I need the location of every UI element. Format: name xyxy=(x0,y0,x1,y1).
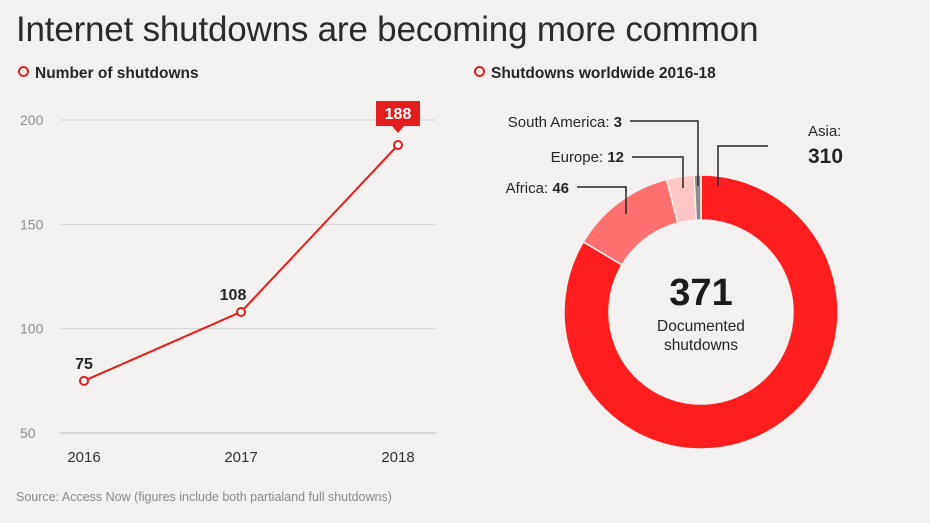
leader-line xyxy=(632,156,684,188)
data-point xyxy=(393,140,403,151)
slice-label-group: Europe: 12 xyxy=(551,149,624,166)
leader-line xyxy=(717,145,768,186)
x-tick-label: 2016 xyxy=(67,449,100,466)
slice-value: 310 xyxy=(808,145,843,168)
donut-chart: 371 Documented shutdowns Asia: 310 South Amer… xyxy=(506,114,843,450)
donut-slice xyxy=(693,174,702,221)
data-label-callout xyxy=(376,101,420,127)
slice-label: Europe: xyxy=(551,149,608,166)
slice-label-group: Africa: 46 xyxy=(506,180,569,197)
donut-chart-subtitle-text: Shutdowns worldwide 2016-18 xyxy=(491,65,716,82)
line-chart: 50 100 150 200 2016 2017 2018 75 108 188 xyxy=(20,101,436,466)
data-label: 188 xyxy=(385,106,412,123)
line-chart-subtitle-text: Number of shutdowns xyxy=(35,65,199,82)
circle-bullet-icon xyxy=(18,66,29,77)
slice-label: South America: xyxy=(508,114,614,131)
data-label: 75 xyxy=(75,356,93,373)
data-label: 108 xyxy=(220,287,247,304)
y-tick-label: 150 xyxy=(20,216,44,232)
center-label: shutdowns xyxy=(664,337,738,354)
leader-line xyxy=(630,120,699,186)
y-tick-label: 100 xyxy=(20,321,44,337)
donut-chart-subtitle: Shutdowns worldwide 2016-18 xyxy=(474,65,716,83)
data-point xyxy=(236,306,246,317)
chart-title: Internet shutdowns are becoming more com… xyxy=(16,10,759,49)
donut-slice xyxy=(563,174,839,450)
data-point xyxy=(79,375,89,386)
slice-value: 3 xyxy=(614,114,622,131)
slice-label: Africa: xyxy=(506,180,553,197)
source-note: Source: Access Now (figures include both… xyxy=(16,490,392,504)
circle-bullet-icon xyxy=(474,66,485,77)
center-label: Documented xyxy=(657,318,745,335)
y-tick-label: 200 xyxy=(20,112,44,128)
slice-label-group: South America: 3 xyxy=(508,114,622,131)
y-tick-label: 50 xyxy=(20,425,36,441)
slice-value: 46 xyxy=(552,180,569,197)
center-total: 371 xyxy=(669,272,732,314)
slice-label: Asia: xyxy=(808,123,841,140)
x-tick-label: 2017 xyxy=(224,449,257,466)
leader-line xyxy=(577,186,627,214)
slice-value: 12 xyxy=(607,149,624,166)
callout-pointer xyxy=(392,126,404,134)
x-tick-label: 2018 xyxy=(381,449,414,466)
line-chart-subtitle: Number of shutdowns xyxy=(18,65,199,83)
